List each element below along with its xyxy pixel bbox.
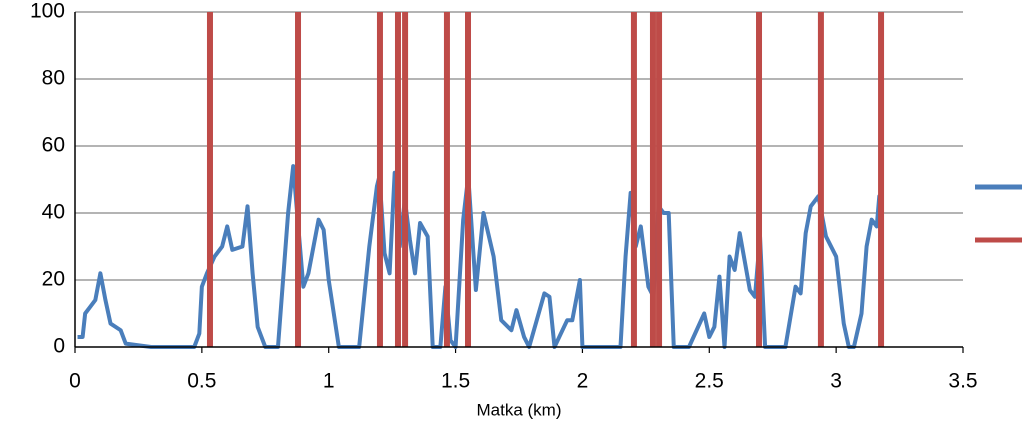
vertical-bar — [295, 12, 302, 347]
vertical-bar — [443, 12, 450, 347]
y-tick-label: 100 — [30, 0, 65, 23]
y-tick-label: 60 — [42, 134, 65, 157]
x-tick-label: 1.5 — [441, 370, 470, 393]
x-tick-label: 1 — [323, 370, 335, 393]
vertical-bar — [649, 12, 656, 347]
y-tick-label: 80 — [42, 67, 65, 90]
x-tick-label: 0 — [69, 370, 81, 393]
x-tick-label: 3 — [830, 370, 842, 393]
x-axis-label: Matka (km) — [477, 400, 562, 419]
x-tick-label: 2 — [577, 370, 589, 393]
y-tick-label: 40 — [42, 201, 65, 224]
x-tick-label: 3.5 — [948, 370, 977, 393]
vertical-bar — [817, 12, 824, 347]
vertical-bar — [656, 12, 663, 347]
y-tick-label: 0 — [53, 335, 65, 358]
vertical-bar — [394, 12, 401, 347]
x-tick-label: 0.5 — [187, 370, 216, 393]
y-tick-label: 20 — [42, 268, 65, 291]
vertical-bar — [206, 12, 213, 347]
vertical-bar — [465, 12, 472, 347]
vertical-bar — [402, 12, 409, 347]
vertical-bar — [878, 12, 885, 347]
vertical-bar — [376, 12, 383, 347]
x-tick-label: 2.5 — [695, 370, 724, 393]
vertical-bar — [756, 12, 763, 347]
vertical-bar — [630, 12, 637, 347]
